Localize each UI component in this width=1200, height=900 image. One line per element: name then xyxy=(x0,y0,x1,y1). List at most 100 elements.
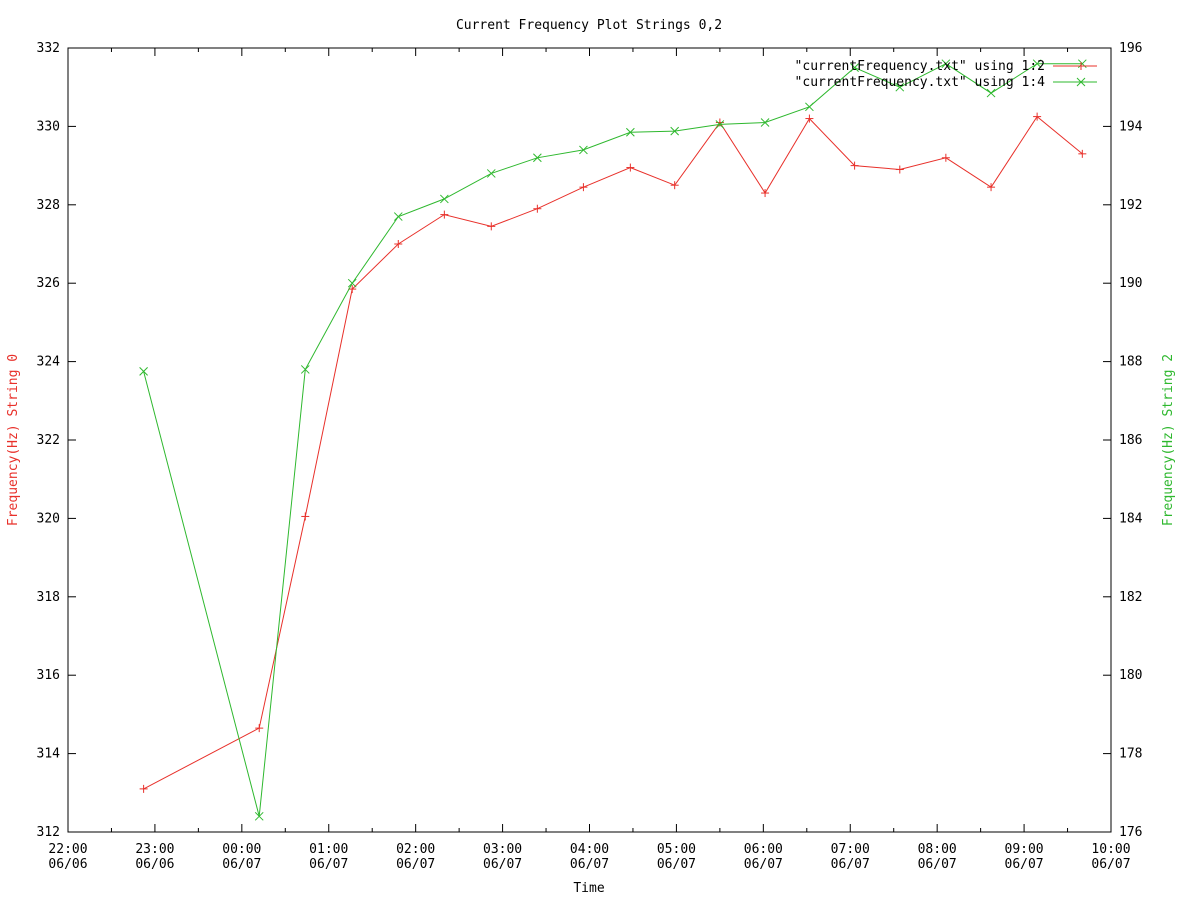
y-tick-label-right: 192 xyxy=(1119,198,1142,213)
y-axis-label-right: Frequency(Hz) String 2 xyxy=(1161,354,1176,526)
y-tick-left: 322 xyxy=(37,433,1111,448)
data-point xyxy=(850,63,859,72)
data-point xyxy=(254,811,264,821)
y-tick-label-left: 332 xyxy=(37,41,60,56)
y-tick-left: 328 xyxy=(37,198,1111,213)
y-axis-label-left: Frequency(Hz) String 0 xyxy=(6,354,21,526)
y-tick-left: 314 xyxy=(37,747,1111,762)
data-point xyxy=(393,212,403,221)
x-tick-label-time: 03:00 xyxy=(483,842,522,857)
x-tick-label-time: 07:00 xyxy=(831,842,870,857)
x-tick-label-time: 08:00 xyxy=(918,842,957,857)
y-tick-label-left: 312 xyxy=(37,825,60,840)
data-point xyxy=(670,126,680,136)
data-point xyxy=(850,161,859,170)
x-tick-label-date: 06/07 xyxy=(744,857,783,872)
data-point xyxy=(941,153,950,162)
y-tick-left: 326 xyxy=(37,276,1111,291)
data-point xyxy=(300,365,310,374)
data-point xyxy=(532,153,542,163)
y-tick-label-left: 318 xyxy=(37,590,60,605)
x-tick-label-date: 06/07 xyxy=(1005,857,1044,872)
y-tick-label-right: 184 xyxy=(1119,511,1143,526)
data-point xyxy=(626,163,635,172)
y-tick-label-right: 180 xyxy=(1119,668,1142,683)
y-tick-label-right: 194 xyxy=(1119,119,1143,134)
x-tick-label-time: 06:00 xyxy=(744,842,783,857)
y-tick-label-left: 320 xyxy=(37,511,60,526)
x-tick-label-time: 05:00 xyxy=(657,842,696,857)
data-point xyxy=(761,189,770,198)
data-point xyxy=(805,114,814,123)
series-line-1 xyxy=(143,115,1083,790)
legend-marker xyxy=(1077,62,1085,70)
y-tick-left: 330 xyxy=(37,119,1111,134)
data-point xyxy=(487,222,496,231)
x-tick-label-time: 04:00 xyxy=(570,842,609,857)
y-tick-left: 318 xyxy=(37,590,1111,605)
legend-label: "currentFrequency.txt" using 1:2 xyxy=(795,59,1045,74)
data-point xyxy=(533,204,542,213)
data-point xyxy=(895,82,905,92)
data-point xyxy=(986,88,996,98)
chart-title: Current Frequency Plot Strings 0,2 xyxy=(456,18,722,33)
data-point xyxy=(715,120,725,129)
x-tick-label-date: 06/07 xyxy=(831,857,870,872)
y-tick-label-right: 178 xyxy=(1119,747,1142,762)
data-point xyxy=(1033,112,1042,121)
y-tick-left: 324 xyxy=(37,355,1111,370)
data-point xyxy=(670,181,679,190)
data-point xyxy=(895,165,904,174)
series-layer xyxy=(139,59,1087,821)
y-tick-label-left: 324 xyxy=(37,355,61,370)
y-tick-label-left: 328 xyxy=(37,198,60,213)
y-tick-label-right: 176 xyxy=(1119,825,1142,840)
legend-label: "currentFrequency.txt" using 1:4 xyxy=(795,75,1046,90)
x-tick-label-date: 06/07 xyxy=(309,857,348,872)
y-tick-label-left: 314 xyxy=(37,747,61,762)
data-point xyxy=(579,183,588,192)
x-tick-label-date: 06/07 xyxy=(657,857,696,872)
plot-frame xyxy=(67,47,1112,833)
y-tick-label-left: 316 xyxy=(37,668,60,683)
series-1 xyxy=(139,112,1087,793)
data-point xyxy=(486,169,496,178)
x-tick-label-time: 23:00 xyxy=(135,842,174,857)
y-tick-left: 312 xyxy=(37,825,1111,840)
y-tick-label-right: 186 xyxy=(1119,433,1142,448)
x-tick-label-date: 06/07 xyxy=(1091,857,1130,872)
data-point xyxy=(941,59,951,69)
data-point xyxy=(625,127,635,137)
data-point xyxy=(439,194,449,204)
x-axis-label: Time xyxy=(573,881,604,896)
data-point xyxy=(1078,149,1087,158)
legend: "currentFrequency.txt" using 1:2"current… xyxy=(795,59,1097,90)
data-point xyxy=(139,784,148,793)
y-tick-left: 316 xyxy=(37,668,1111,683)
x-tick-label-date: 06/06 xyxy=(48,857,87,872)
legend-item-1: "currentFrequency.txt" using 1:2 xyxy=(795,59,1097,74)
y-tick-label-right: 196 xyxy=(1119,41,1142,56)
data-point xyxy=(987,183,996,192)
x-tick-label-date: 06/07 xyxy=(570,857,609,872)
y-tick-label-left: 330 xyxy=(37,119,60,134)
x-tick-label-date: 06/07 xyxy=(396,857,435,872)
data-point xyxy=(394,240,403,248)
y-tick-label-left: 326 xyxy=(37,276,60,291)
y-tick-left: 320 xyxy=(37,511,1111,526)
x-tick-label-time: 00:00 xyxy=(222,842,261,857)
x-tick-label-date: 06/07 xyxy=(918,857,957,872)
legend-item-2: "currentFrequency.txt" using 1:4 xyxy=(795,75,1097,90)
data-point xyxy=(805,102,814,112)
